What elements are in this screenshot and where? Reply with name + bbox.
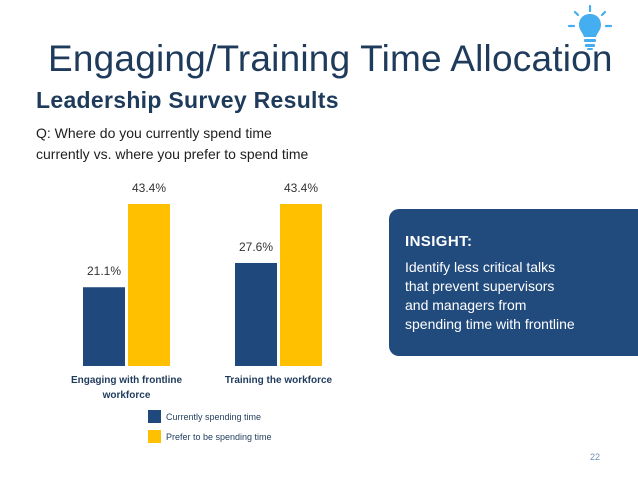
- survey-question-line1: Q: Where do you currently spend time: [36, 125, 272, 141]
- insight-box: INSIGHT: Identify less critical talks th…: [389, 209, 638, 356]
- bar-prefer-1: [280, 204, 322, 366]
- slide-subtitle: Leadership Survey Results: [36, 87, 339, 113]
- survey-question: Q: Where do you currently spend time cur…: [36, 123, 308, 165]
- data-label-current-1: 27.6%: [239, 240, 273, 254]
- bar-current-1: [235, 262, 277, 366]
- data-label-prefer-1: 43.4%: [284, 181, 318, 195]
- survey-question-line2: currently vs. where you prefer to spend …: [36, 146, 309, 162]
- bar-prefer-0: [128, 204, 170, 366]
- insight-line-1: Identify less critical talks: [405, 259, 556, 275]
- bar-current-0: [83, 287, 125, 366]
- category-label-0-1: workforce: [102, 390, 151, 401]
- category-label-1-0: Training the workforce: [225, 375, 333, 386]
- insight-text: Identify less critical talks that preven…: [405, 258, 625, 334]
- legend-label-current: Currently spending time: [166, 412, 261, 422]
- legend-swatch-current: [148, 410, 161, 423]
- legend-label-prefer: Prefer to be spending time: [166, 432, 272, 442]
- insight-line-2: that prevent supervisors: [405, 278, 555, 294]
- category-label-0-0: Engaging with frontline: [71, 375, 183, 386]
- data-label-prefer-0: 43.4%: [132, 181, 166, 195]
- insight-line-3: and managers from: [405, 297, 527, 313]
- data-label-current-0: 21.1%: [87, 264, 121, 278]
- slide-title: Engaging/Training Time Allocation: [48, 38, 613, 79]
- legend-swatch-prefer: [148, 430, 161, 443]
- page-number: 22: [589, 452, 600, 462]
- insight-line-4: spending time with frontline: [405, 316, 575, 332]
- insight-heading: INSIGHT:: [405, 233, 473, 250]
- lightbulb-icon: [567, 4, 613, 50]
